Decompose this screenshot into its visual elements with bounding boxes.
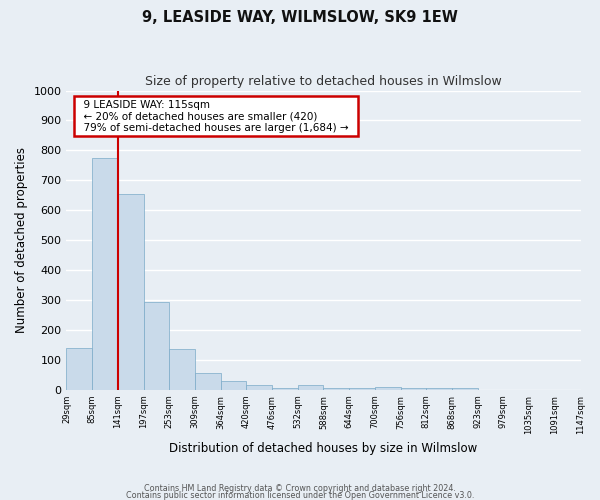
- Bar: [67, 348, 92, 390]
- Bar: [92, 158, 118, 390]
- Y-axis label: Number of detached properties: Number of detached properties: [15, 147, 28, 333]
- Bar: [323, 388, 349, 390]
- Bar: [118, 194, 143, 390]
- Bar: [247, 386, 272, 390]
- Text: Contains public sector information licensed under the Open Government Licence v3: Contains public sector information licen…: [126, 490, 474, 500]
- Bar: [452, 388, 478, 390]
- Title: Size of property relative to detached houses in Wilmslow: Size of property relative to detached ho…: [145, 75, 502, 88]
- Bar: [272, 388, 298, 390]
- Bar: [375, 387, 401, 390]
- Text: 9, LEASIDE WAY, WILMSLOW, SK9 1EW: 9, LEASIDE WAY, WILMSLOW, SK9 1EW: [142, 10, 458, 25]
- Bar: [298, 386, 323, 390]
- Text: 9 LEASIDE WAY: 115sqm
  ← 20% of detached houses are smaller (420)
  79% of semi: 9 LEASIDE WAY: 115sqm ← 20% of detached …: [77, 100, 355, 132]
- X-axis label: Distribution of detached houses by size in Wilmslow: Distribution of detached houses by size …: [169, 442, 478, 455]
- Bar: [401, 388, 426, 390]
- Bar: [221, 381, 247, 390]
- Bar: [169, 350, 195, 390]
- Bar: [143, 302, 169, 390]
- Bar: [349, 388, 375, 390]
- Text: Contains HM Land Registry data © Crown copyright and database right 2024.: Contains HM Land Registry data © Crown c…: [144, 484, 456, 493]
- Bar: [195, 374, 221, 390]
- Bar: [426, 388, 452, 390]
